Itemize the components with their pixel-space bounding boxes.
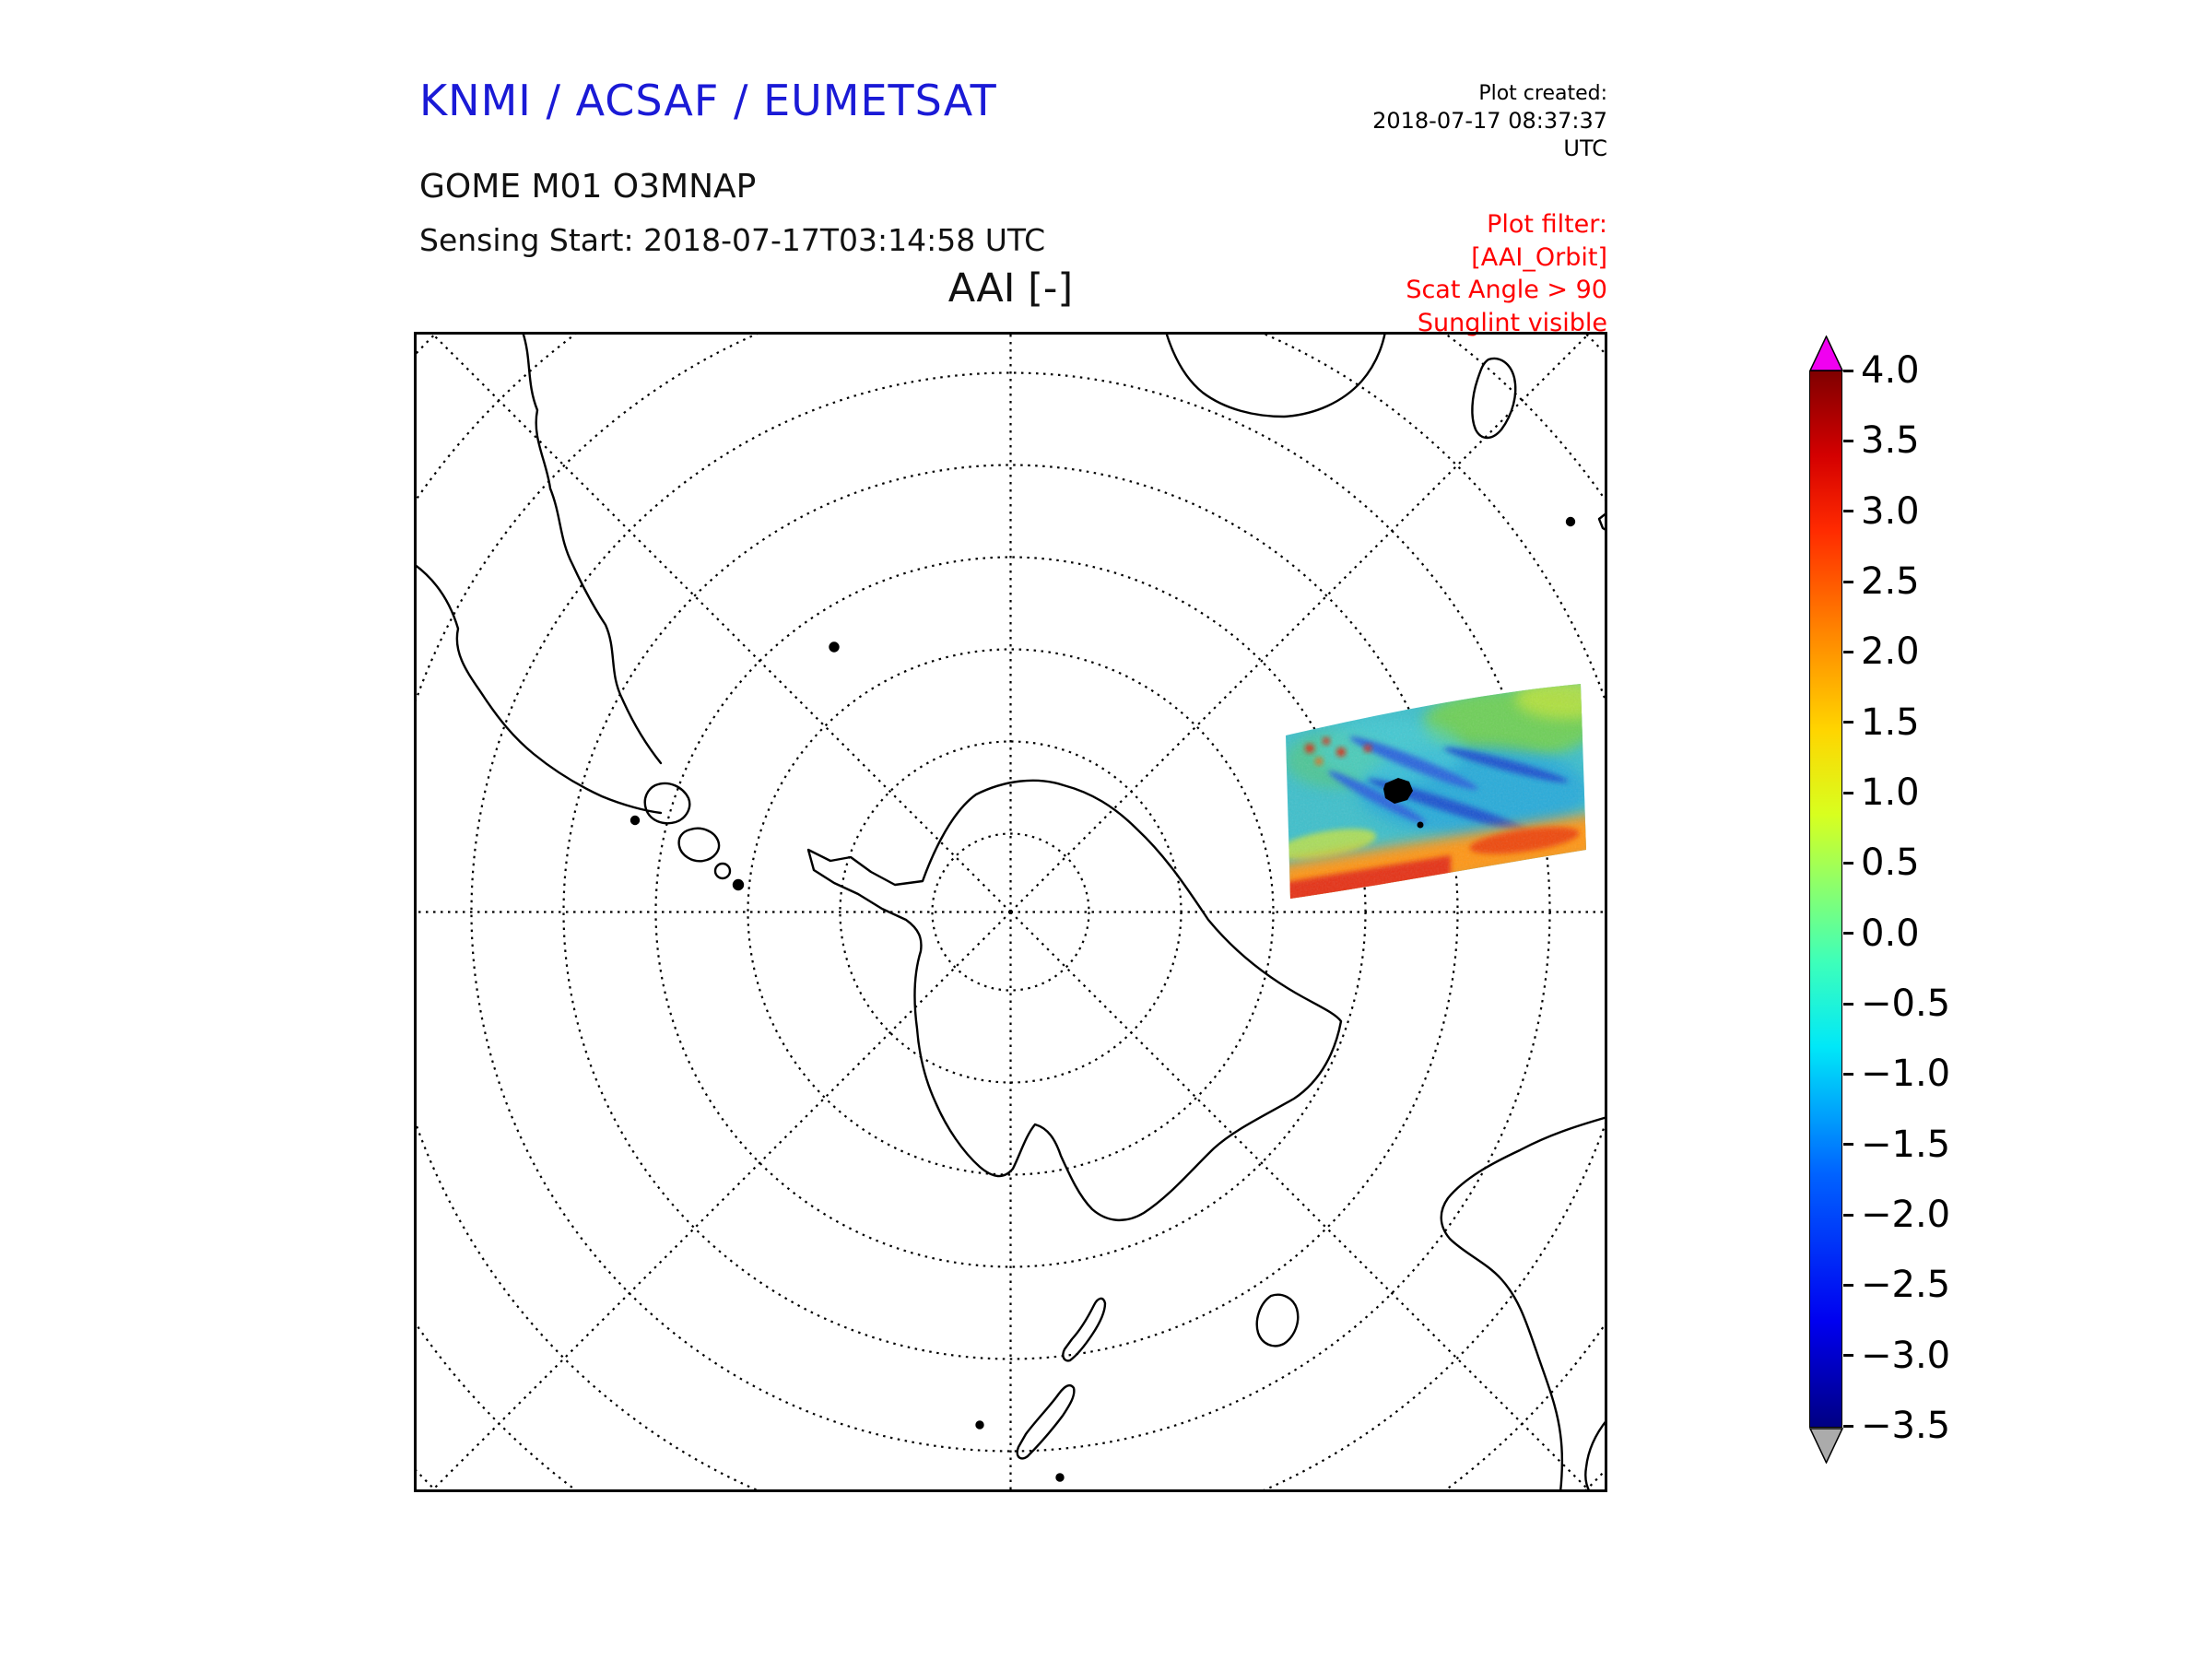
africa-coastline xyxy=(1164,332,1387,418)
small-island xyxy=(1055,1473,1065,1482)
colorbar-tick-mark xyxy=(1843,1283,1853,1287)
colorbar-tick-label: −1.5 xyxy=(1861,1123,1951,1166)
colorbar-tick-label: 0.5 xyxy=(1861,841,1920,885)
colorbar-tick-label: −2.5 xyxy=(1861,1264,1951,1307)
colorbar-tick-mark xyxy=(1843,650,1853,653)
colorbar-tick-label: 1.0 xyxy=(1861,771,1920,814)
colorbar-tick-label: −0.5 xyxy=(1861,982,1951,1025)
tierra-del-fuego-island xyxy=(677,827,721,863)
plot-created-label: Plot created: xyxy=(1478,82,1607,105)
small-island xyxy=(732,878,745,891)
colorbar-tick-mark xyxy=(1843,439,1853,442)
colorbar-tick-label: −2.0 xyxy=(1861,1194,1951,1236)
colorbar-tick-mark xyxy=(1843,1072,1853,1076)
colorbar-tick-mark xyxy=(1843,1354,1853,1358)
over-arrow-shape xyxy=(1809,335,1843,371)
australia-corner-coast xyxy=(1584,1418,1607,1492)
australia-coastline xyxy=(1440,1115,1607,1492)
colorbar-tick-label: 3.5 xyxy=(1861,419,1920,463)
meridian-line xyxy=(1009,911,1593,1492)
colorbar-tick-label: 4.0 xyxy=(1861,349,1920,392)
new-zealand-south-island xyxy=(1016,1383,1076,1460)
colorbar-tick-mark xyxy=(1843,1143,1853,1147)
meridian-line xyxy=(429,332,1012,913)
colorbar-tick-mark xyxy=(1843,861,1853,865)
south-america-east-coast xyxy=(521,332,663,765)
tierra-del-fuego-island xyxy=(643,782,691,825)
sensing-start: Sensing Start: 2018-07-17T03:14:58 UTC xyxy=(419,222,1046,258)
org-title: KNMI / ACSAF / EUMETSAT xyxy=(419,76,997,125)
swath-noise-texture xyxy=(1286,684,1586,899)
kerguelen-island xyxy=(1383,778,1413,804)
latitude-circle xyxy=(931,832,1090,992)
plot-created-value: 2018-07-17 08:37:37 UTC xyxy=(1372,107,1607,161)
madagascar-island xyxy=(1471,357,1517,440)
colorbar-tick-mark xyxy=(1843,791,1853,794)
map-panel xyxy=(414,332,1607,1492)
new-zealand-north-island xyxy=(1062,1297,1107,1362)
colorbar-tick-label: 2.0 xyxy=(1861,630,1920,674)
filter-line: Scat Angle > 90 xyxy=(1406,276,1607,305)
colorbar-tick-mark xyxy=(1843,721,1853,724)
filter-line: Plot filter: xyxy=(1487,210,1607,239)
colorbar-tick-mark xyxy=(1843,510,1853,513)
colorbar-over-arrow xyxy=(1809,335,1843,371)
colorbar-gradient xyxy=(1809,371,1842,1428)
colorbar-tick-label: 1.5 xyxy=(1861,700,1920,744)
south-america-west-coast xyxy=(414,562,663,815)
heard-island xyxy=(1417,821,1424,829)
colorbar-tick-label: −3.5 xyxy=(1861,1405,1951,1447)
colorbar-tick-mark xyxy=(1843,369,1853,372)
colorbar-tick-label: 2.5 xyxy=(1861,560,1920,603)
colorbar-under-arrow xyxy=(1809,1428,1843,1464)
antarctica-coastline xyxy=(806,779,1343,1222)
colorbar-tick-label: 3.0 xyxy=(1861,489,1920,533)
south-georgia-island xyxy=(829,641,840,653)
colorbar-tick-label: −3.0 xyxy=(1861,1334,1951,1377)
under-arrow-shape xyxy=(1809,1428,1843,1464)
small-island xyxy=(713,862,732,880)
latitude-circle xyxy=(562,464,1459,1360)
product-title: GOME M01 O3MNAP xyxy=(419,168,757,206)
plot-filter-block: Plot filter: [AAI_Orbit] Scat Angle > 90… xyxy=(1285,208,1607,340)
coastlines xyxy=(414,332,1607,1492)
colorbar-tick-mark xyxy=(1843,580,1853,583)
colorbar-tick-label: −1.0 xyxy=(1861,1053,1951,1096)
tasmania-island xyxy=(1255,1293,1300,1347)
plot-created-block: Plot created: 2018-07-17 08:37:37 UTC xyxy=(1331,81,1607,162)
plot-title: AAI [-] xyxy=(947,265,1074,312)
colorbar-tick-label: 0.0 xyxy=(1861,912,1920,955)
colorbar-tick-mark xyxy=(1843,1213,1853,1217)
colorbar: 4.0 3.5 3.0 2.5 2.0 1.5 1.0 0.5 0.0 −0.5 −1.0 −1.5 −… xyxy=(1809,335,2196,1515)
small-island xyxy=(1565,516,1576,527)
small-island xyxy=(975,1420,984,1430)
map-frame xyxy=(414,332,1607,1492)
meridian-line xyxy=(429,911,1012,1492)
colorbar-tick-mark xyxy=(1843,1424,1853,1428)
data-swath xyxy=(1286,684,1586,899)
colorbar-tick-mark xyxy=(1843,932,1853,935)
small-island xyxy=(629,815,641,826)
colorbar-tick-mark xyxy=(1843,1002,1853,1006)
graticule xyxy=(414,332,1607,1492)
filter-line: [AAI_Orbit] xyxy=(1471,242,1607,272)
latitude-circle xyxy=(747,648,1275,1176)
